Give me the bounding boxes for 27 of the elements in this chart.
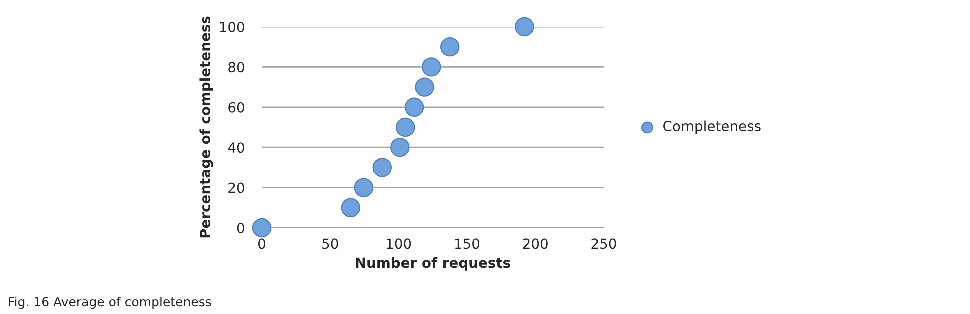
y-tick-label: 40 xyxy=(228,142,244,154)
point xyxy=(404,98,424,118)
y-tick-label: 80 xyxy=(228,62,244,73)
y-axis-title: Percentage of completeness xyxy=(200,16,214,238)
x-tick-label: 150 xyxy=(455,238,480,250)
caption: Fig. 16 Average of completeness xyxy=(9,296,212,310)
point xyxy=(354,178,374,198)
y-tick-label: 0 xyxy=(237,222,244,234)
point xyxy=(372,158,392,178)
point xyxy=(422,58,442,77)
y-tick-label: 100 xyxy=(220,22,244,32)
x-tick-label: 200 xyxy=(523,238,548,250)
point xyxy=(396,118,416,138)
x-tick-label: 50 xyxy=(322,238,338,250)
y-tick-label: 20 xyxy=(228,182,244,194)
point xyxy=(341,198,361,218)
x-axis-title: Number of requests xyxy=(356,257,510,271)
x-tick-label: 0 xyxy=(258,238,266,250)
x-tick-label: 250 xyxy=(592,238,616,250)
point xyxy=(515,17,534,37)
legend-label: Completeness xyxy=(664,120,761,134)
y-tick-label: 60 xyxy=(228,102,244,113)
point xyxy=(390,138,410,158)
x-tick-label: 100 xyxy=(387,238,412,250)
point xyxy=(440,37,460,57)
point xyxy=(252,218,272,238)
point xyxy=(415,78,434,97)
